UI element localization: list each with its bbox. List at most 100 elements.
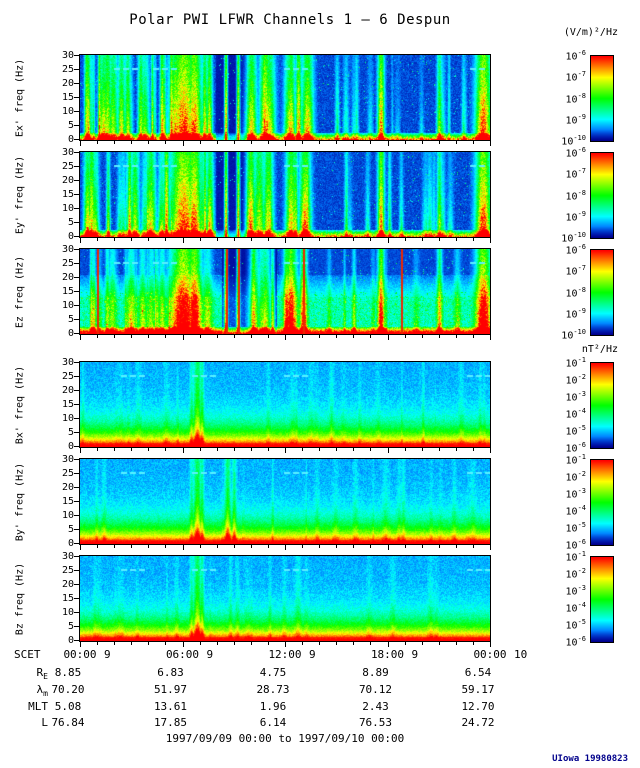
time-tick-mark: [131, 545, 133, 548]
freq-tick-mark: [74, 208, 79, 209]
freq-tick-mark: [74, 612, 79, 613]
freq-tick-mark: [74, 97, 79, 98]
time-tick-mark: [114, 545, 116, 548]
time-tick-mark: [216, 238, 218, 241]
spectrogram-bz: [80, 556, 490, 641]
time-tick-mark: [233, 238, 235, 241]
ylabel-ez: Ez freq (Hz): [14, 255, 26, 328]
ephemeris-value: 76.84: [51, 716, 85, 729]
time-tick-mark: [199, 545, 201, 548]
freq-tick-label: 10: [61, 607, 74, 618]
time-tick-mark: [472, 545, 474, 548]
time-tick-mark: [233, 335, 235, 338]
time-tick-mark: [165, 335, 167, 338]
time-tick-mark: [114, 642, 116, 645]
colorbar-tick-label: 10-1: [565, 356, 586, 370]
time-tick-mark: [267, 335, 269, 338]
time-tick-mark: [438, 448, 440, 451]
ylabel-bz: Bz freq (Hz): [14, 562, 26, 635]
freq-tick-mark: [74, 139, 79, 140]
freq-tick-mark: [74, 376, 79, 377]
time-tick-mark: [216, 335, 218, 338]
colorbar-tick-label: 10-6: [565, 441, 586, 455]
colorbar-tick-label: 10-5: [565, 424, 586, 438]
time-tick-mark: [302, 141, 304, 144]
freq-tick-label: 10: [61, 203, 74, 214]
time-tick-label: 00:00: [473, 648, 507, 661]
time-tick-mark: [404, 448, 406, 451]
time-tick-mark: [472, 238, 474, 241]
time-tick-mark: [80, 448, 81, 453]
ephemeris-value: 76.53: [358, 716, 393, 729]
time-tick-mark: [490, 642, 491, 647]
ylabel-by: By' freq (Hz): [14, 462, 26, 541]
time-tick-mark: [285, 448, 286, 453]
freq-tick-label: 20: [61, 385, 74, 396]
ylabel-ey: Ey' freq (Hz): [14, 155, 26, 234]
spectrogram-ex: [80, 55, 490, 140]
spectrogram-ey: [80, 152, 490, 237]
time-tick-mark: [421, 448, 423, 451]
ephemeris-value: 24.72: [461, 716, 495, 729]
time-tick-day-label: 9: [206, 648, 214, 661]
time-tick-mark: [233, 141, 235, 144]
time-tick-mark: [387, 642, 389, 647]
time-tick-mark: [165, 545, 167, 548]
freq-tick-label: 25: [61, 468, 74, 479]
freq-tick-mark: [74, 249, 79, 250]
freq-tick-label: 30: [61, 244, 74, 255]
freq-tick-label: 15: [61, 593, 74, 604]
ephemeris-row-label: λm: [36, 683, 48, 699]
time-tick-mark: [285, 642, 286, 647]
colorbar-tick-label: 10-10: [561, 328, 586, 342]
freq-tick-mark: [74, 390, 79, 391]
freq-tick-mark: [74, 529, 79, 530]
time-tick-mark: [387, 238, 389, 243]
ylabel-bx: Bx' freq (Hz): [14, 365, 26, 444]
time-tick-mark: [336, 448, 338, 451]
freq-tick-label: 30: [61, 50, 74, 61]
time-tick-mark: [250, 642, 252, 645]
time-tick-mark: [216, 545, 218, 548]
freq-tick-mark: [74, 404, 79, 405]
freq-tick-mark: [74, 291, 79, 292]
colorbar-tick-label: 10-2: [565, 373, 586, 387]
time-tick-mark: [490, 238, 491, 243]
freq-tick-mark: [74, 305, 79, 306]
time-tick-mark: [182, 642, 184, 647]
ephemeris-value: 4.75: [259, 666, 287, 679]
time-tick-mark: [490, 141, 491, 146]
time-tick-mark: [302, 642, 304, 645]
freq-tick-label: 5: [67, 314, 74, 325]
time-tick-mark: [319, 335, 321, 338]
freq-tick-label: 15: [61, 189, 74, 200]
colorbar-bx: [590, 362, 614, 449]
freq-tick-mark: [74, 319, 79, 320]
freq-tick-mark: [74, 69, 79, 70]
time-tick-mark: [353, 335, 355, 338]
ephemeris-row-label: MLT: [28, 700, 48, 713]
plot-title: Polar PWI LFWR Channels 1 — 6 Despun: [129, 12, 451, 28]
time-tick-mark: [387, 141, 389, 146]
time-tick-mark: [182, 238, 184, 243]
time-tick-mark: [438, 238, 440, 241]
time-tick-mark: [455, 238, 457, 241]
spectrogram-ez: [80, 249, 490, 334]
colorbar-tick-label: 10-6: [565, 538, 586, 552]
time-tick-mark: [216, 642, 218, 645]
time-tick-mark: [353, 238, 355, 241]
time-tick-mark: [421, 545, 423, 548]
time-tick-mark: [199, 642, 201, 645]
colorbar-tick-label: 10-8: [565, 91, 586, 105]
freq-tick-label: 30: [61, 357, 74, 368]
time-tick-mark: [80, 545, 81, 550]
freq-tick-label: 0: [67, 328, 74, 339]
freq-tick-label: 10: [61, 300, 74, 311]
freq-tick-label: 15: [61, 399, 74, 410]
colorbar-ey: [590, 152, 614, 239]
time-tick-label: 18:00: [370, 648, 405, 661]
colorbar-tick-label: 10-6: [565, 146, 586, 160]
panel-frame-ex: [79, 54, 491, 141]
freq-tick-label: 5: [67, 621, 74, 632]
